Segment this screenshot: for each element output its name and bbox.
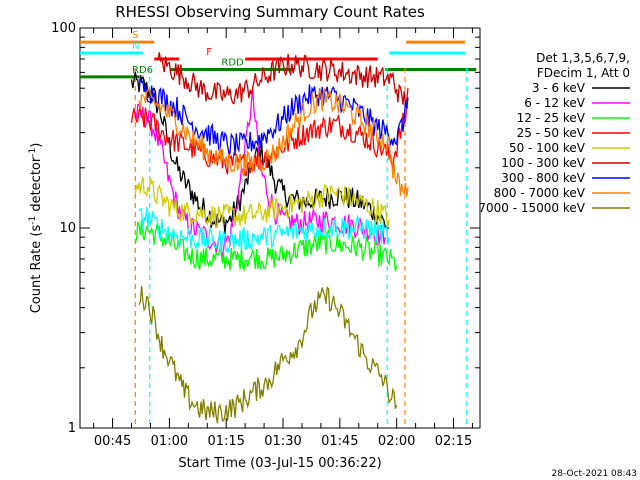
- series-line: [138, 285, 398, 424]
- series-line: [130, 103, 409, 177]
- y-axis-label: Count Rate (s-1 detector-1): [28, 143, 44, 314]
- series-line: [134, 219, 398, 273]
- x-tick-label: 01:45: [321, 434, 358, 449]
- series-line: [138, 87, 409, 197]
- flag-label: F: [206, 47, 212, 58]
- x-tick-label: 01:30: [264, 434, 301, 449]
- x-tick-label: 02:00: [378, 434, 415, 449]
- x-axis-ticks: 00:45 01:00 01:15 01:30 01:45 02:00 02:15: [93, 28, 473, 449]
- series-line: [157, 52, 409, 105]
- y-tick-label: 100: [51, 21, 76, 36]
- series-lines: [130, 52, 409, 424]
- legend-header-1: Det 1,3,5,6,7,9,: [536, 51, 630, 65]
- flag-label: RDD: [221, 58, 244, 69]
- x-tick-label: 01:15: [207, 434, 244, 449]
- x-tick-label: 01:00: [151, 434, 188, 449]
- x-tick-label: 00:45: [94, 434, 131, 449]
- x-axis-label: Start Time (03-Jul-15 00:36:22): [178, 456, 381, 471]
- series-line: [134, 176, 390, 229]
- timestamp: 28-Oct-2021 08:43: [552, 469, 637, 479]
- legend-header-2: FDecim 1, Att 0: [537, 66, 630, 80]
- dashed-verticals: [134, 68, 468, 428]
- legend-entry: 3 - 6 keV: [532, 81, 586, 95]
- legend-entry: 12 - 25 keV: [517, 111, 586, 125]
- flag-label: S: [132, 30, 138, 41]
- legend-entry: 50 - 100 keV: [509, 141, 586, 155]
- flag-label: N: [132, 41, 139, 52]
- y-axis-ticks: 1 10 100: [51, 21, 480, 436]
- legend-entry: 100 - 300 keV: [501, 156, 585, 170]
- legend-entry: 300 - 800 keV: [501, 171, 585, 185]
- series-line: [138, 78, 409, 156]
- y-tick-label: 1: [68, 421, 76, 436]
- legend-entry: 800 - 7000 keV: [494, 186, 586, 200]
- legend-entry: 6 - 12 keV: [524, 96, 586, 110]
- flag-label: RD6: [132, 65, 153, 76]
- series-line: [138, 206, 390, 254]
- x-tick-label: 02:15: [435, 434, 472, 449]
- legend-entry: 25 - 50 keV: [517, 126, 586, 140]
- legend-entry: 7000 - 15000 keV: [478, 201, 585, 215]
- flag-lines: SN F RDD RD6: [80, 30, 477, 79]
- chart-title: RHESSI Observing Summary Count Rates: [115, 3, 425, 21]
- y-tick-label: 10: [59, 221, 76, 236]
